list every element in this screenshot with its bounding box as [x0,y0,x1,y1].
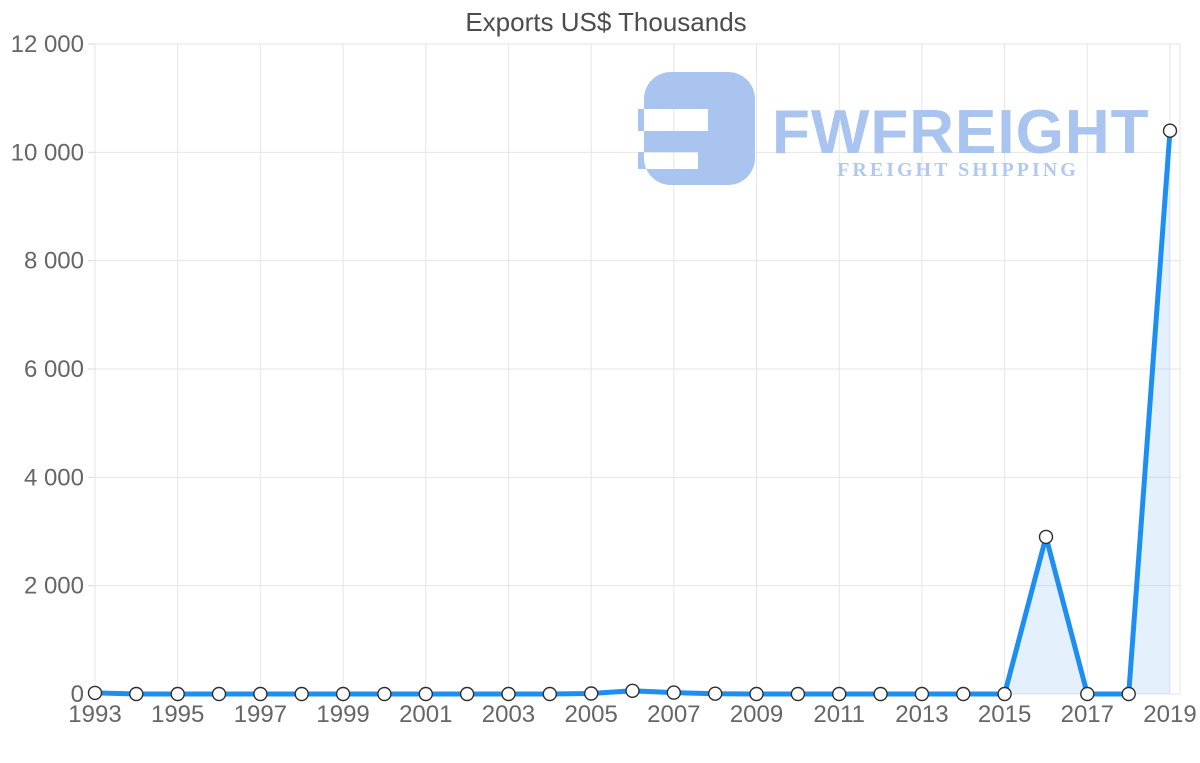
series-area-fill [95,130,1170,694]
data-point-2000[interactable] [377,686,392,702]
data-point-2002[interactable] [459,686,475,702]
x-axis-label-1999: 1999 [316,701,369,728]
data-point-1996[interactable] [211,686,227,702]
x-axis-label-2007: 2007 [647,701,700,728]
data-point-2012[interactable] [873,686,888,702]
x-axis-label-2005: 2005 [564,701,617,728]
data-point-2013[interactable] [914,686,930,702]
axis-labels-layer: 0 2 000 4 000 6 000 8 000 10 000 12 000 1993 199… [11,31,1197,728]
data-point-1994[interactable] [129,686,144,702]
data-point-2004[interactable] [542,686,557,702]
x-axis-label-2009: 2009 [730,701,783,728]
y-axis-label-12000: 12 000 [11,31,84,58]
data-point-2015[interactable] [997,686,1012,702]
data-point-2010[interactable] [790,686,806,702]
x-axis-label-2011: 2011 [813,701,865,728]
x-axis-label-2003: 2003 [482,701,535,728]
fwfreight-logo-icon [638,72,755,185]
x-axis-label-2015: 2015 [978,701,1031,728]
data-point-1999[interactable] [335,686,351,702]
watermark-logo: FWFREIGHT FREIGHT SHIPPING [638,72,1150,185]
data-point-2017[interactable] [1080,686,1095,702]
data-point-1995[interactable] [170,686,185,702]
x-axis-label-1995: 1995 [151,701,204,728]
x-axis-label-1993: 1993 [68,701,121,728]
data-point-2019[interactable] [1162,123,1178,138]
x-axis-label-1997: 1997 [234,701,287,728]
data-point-2007[interactable] [666,685,681,700]
y-axis-label-8000: 8 000 [24,248,84,275]
data-point-2008[interactable] [708,686,723,701]
data-point-2018[interactable] [1121,686,1136,702]
data-point-2003[interactable] [501,686,516,702]
series-line [92,128,1173,697]
y-axis-label-2000: 2 000 [24,573,84,600]
data-point-2014[interactable] [956,686,971,702]
x-axis-label-2019: 2019 [1143,701,1196,728]
data-point-2005[interactable] [584,686,599,701]
grid-layer [88,43,1181,695]
data-point-2006[interactable] [625,683,640,698]
y-axis-label-4000: 4 000 [24,464,84,491]
data-point-2009[interactable] [749,686,764,702]
data-point-1998[interactable] [294,686,309,702]
data-point-2011[interactable] [832,686,847,702]
x-axis-label-2017: 2017 [1061,701,1114,728]
y-axis-label-6000: 6 000 [24,356,84,383]
x-axis-label-2013: 2013 [895,701,948,728]
data-point-1997[interactable] [253,686,268,702]
series-markers-layer [87,123,1178,702]
data-point-1993[interactable] [87,685,103,701]
chart-title: Exports US$ Thousands [465,7,746,37]
data-point-2016[interactable] [1038,529,1054,545]
y-axis-label-0: 0 [71,681,84,708]
y-axis-label-10000: 10 000 [11,139,84,166]
watermark-tagline-text: FREIGHT SHIPPING [837,159,1079,181]
x-axis-label-2001: 2001 [399,701,452,728]
watermark-brand-text: FWFREIGHT [772,98,1150,167]
data-point-2001[interactable] [418,686,433,702]
